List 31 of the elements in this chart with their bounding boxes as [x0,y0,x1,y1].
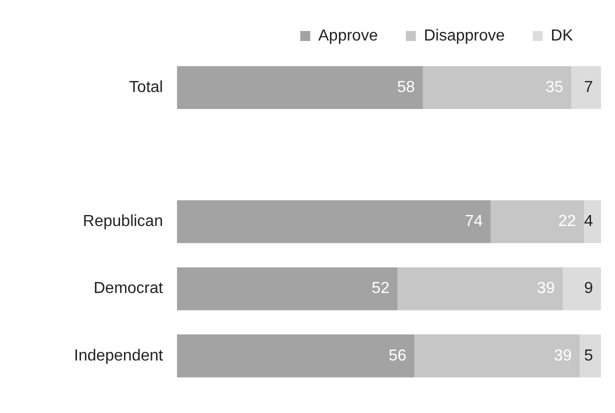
data-label: 5 [584,347,594,364]
data-label: 22 [558,213,576,230]
y-tick-label: Republican [82,213,163,230]
bar [584,200,601,244]
bar [422,66,572,110]
data-label: 7 [584,78,594,96]
data-label: 39 [554,347,572,364]
data-label: 39 [537,280,555,298]
data-label: 74 [464,213,483,230]
legend-label: Disapprove [424,27,505,44]
data-label: 58 [397,78,416,96]
data-label: 35 [546,78,564,96]
bar [414,334,580,378]
bar [176,334,414,378]
bar [571,66,601,110]
bar [176,66,423,110]
bar [562,267,601,310]
data-label: 52 [372,280,390,298]
bar [580,334,601,378]
data-label: 4 [584,213,594,230]
bar [176,267,398,310]
legend-label: DK [550,27,574,44]
data-label: 56 [388,347,407,364]
y-tick-label: Total [129,78,163,96]
y-tick-label: Democrat [94,280,164,298]
data-label: 9 [584,280,594,298]
bar [490,200,584,244]
legend-label: Approve [318,27,378,44]
y-tick-label: Independent [74,347,164,364]
bar [176,200,491,244]
bar [397,267,563,310]
